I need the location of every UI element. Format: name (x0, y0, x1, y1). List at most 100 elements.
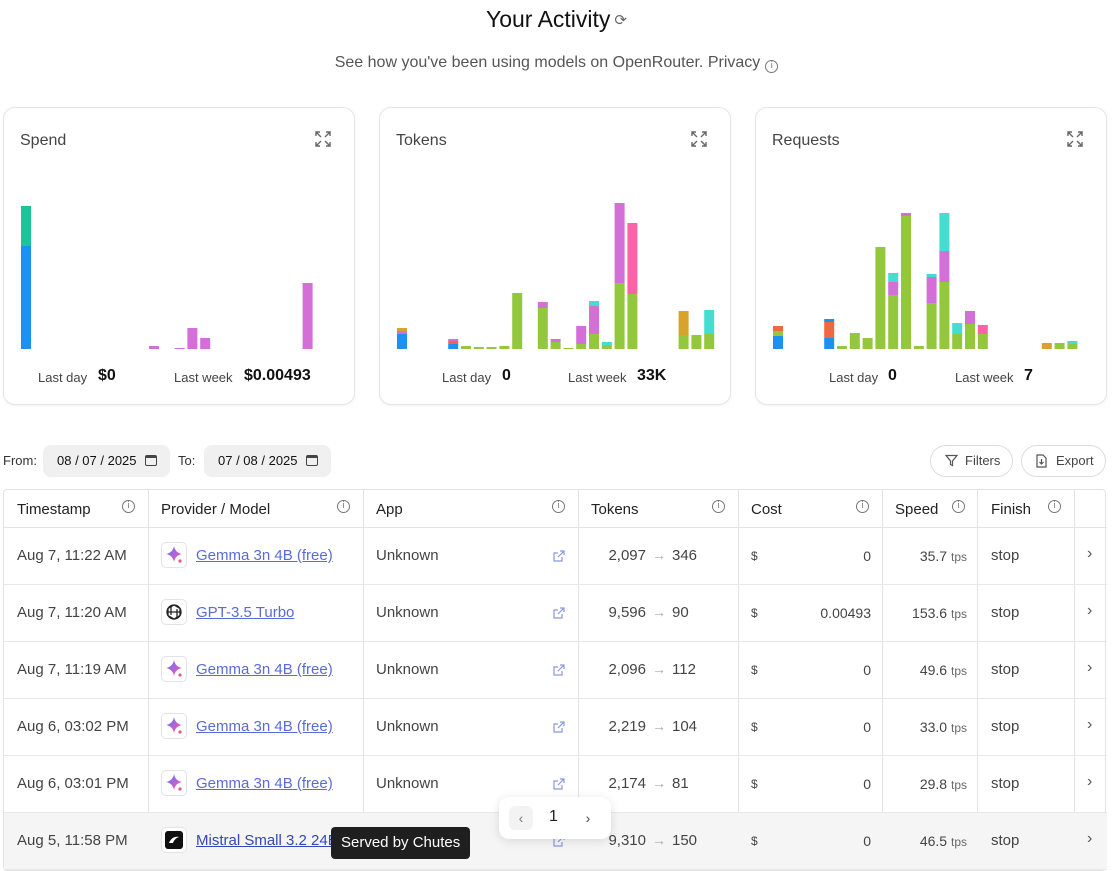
model-link[interactable]: Gemma 3n 4B (free) (196, 718, 333, 735)
prev-page-button[interactable]: ‹ (509, 806, 533, 830)
bar-segment (187, 328, 198, 349)
bar-segment (448, 341, 459, 344)
app-name: Unknown (376, 661, 439, 678)
last-week-value: $0.00493 (244, 367, 311, 384)
cost-currency: $ (751, 549, 758, 563)
expand-icon[interactable] (1066, 130, 1084, 148)
speed-value: 153.6 tps (912, 605, 967, 621)
bar-segment (149, 346, 159, 349)
from-date-input[interactable]: 08 / 07 / 2025 (43, 445, 170, 477)
table-row[interactable]: Aug 7, 11:20 AM GPT-3.5 Turbo Unknown 9,596… (4, 585, 1107, 642)
cost-currency: $ (751, 777, 758, 791)
chevron-right-icon[interactable]: › (1087, 716, 1093, 733)
next-page-button[interactable]: › (576, 806, 600, 830)
external-link-icon[interactable] (553, 663, 565, 676)
cost-value: 0 (863, 548, 871, 564)
bar-segment (926, 274, 937, 277)
tokens-in: 9,310 (608, 832, 646, 849)
calendar-icon[interactable] (306, 455, 318, 466)
to-date-input[interactable]: 07 / 08 / 2025 (204, 445, 331, 477)
export-button[interactable]: Export (1021, 445, 1106, 477)
bar-segment (913, 346, 924, 349)
last-day-value: $0 (98, 367, 116, 384)
info-icon[interactable]: i (765, 60, 779, 73)
header-app: App (376, 501, 403, 518)
model-link[interactable]: Mistral Small 3.2 24B (196, 832, 338, 849)
bar-segment (1067, 344, 1078, 349)
info-icon[interactable]: i (952, 500, 965, 513)
timestamp: Aug 7, 11:19 AM (17, 661, 127, 678)
chevron-right-icon[interactable]: › (1087, 830, 1093, 847)
bar-segment (678, 335, 689, 349)
export-icon (1036, 454, 1047, 468)
header-timestamp: Timestamp (17, 501, 91, 518)
bar-segment (601, 345, 612, 349)
info-icon[interactable]: i (856, 500, 869, 513)
external-link-icon[interactable] (553, 606, 565, 619)
app-name: Unknown (376, 604, 439, 621)
from-date-value: 08 / 07 / 2025 (57, 453, 137, 468)
bar-segment (614, 283, 625, 349)
requests-card: Requests Last day 0 Last week 7 (755, 107, 1107, 405)
table-row[interactable]: Aug 7, 11:19 AM Gemma 3n 4B (free) Unknown… (4, 642, 1107, 699)
bar-segment (875, 247, 886, 349)
external-link-icon[interactable] (553, 720, 565, 733)
bar-segment (397, 331, 407, 334)
bar-segment (550, 342, 561, 349)
external-link-icon[interactable] (553, 549, 565, 562)
model-link[interactable]: Gemma 3n 4B (free) (196, 661, 333, 678)
arrow-icon: → (652, 718, 666, 734)
model-link[interactable]: GPT-3.5 Turbo (196, 604, 295, 621)
timestamp: Aug 6, 03:01 PM (17, 775, 129, 792)
speed-unit: tps (950, 778, 967, 792)
finish-reason: stop (991, 661, 1020, 678)
bar-segment (678, 311, 689, 335)
table-row[interactable]: Aug 7, 11:22 AM Gemma 3n 4B (free) Unknown… (4, 528, 1107, 585)
info-icon[interactable]: i (337, 500, 350, 513)
info-icon[interactable]: i (712, 500, 725, 513)
timestamp: Aug 5, 11:58 PM (17, 832, 128, 849)
finish-reason: stop (991, 718, 1020, 735)
speed-unit: tps (950, 664, 967, 678)
chevron-right-icon[interactable]: › (1087, 659, 1093, 676)
tokens-out: 346 (672, 547, 698, 564)
arrow-icon: → (652, 832, 666, 848)
info-icon[interactable]: i (122, 500, 135, 513)
tokens-chart (397, 203, 715, 349)
chevron-right-icon[interactable]: › (1087, 773, 1093, 790)
model-link[interactable]: Gemma 3n 4B (free) (196, 547, 333, 564)
bar-segment (824, 338, 835, 349)
gemini-sparkle-icon (161, 656, 187, 682)
provider-tooltip: Served by Chutes (331, 827, 471, 859)
header-finish: Finish (991, 501, 1032, 518)
expand-icon[interactable] (690, 130, 708, 148)
bar-segment (473, 347, 484, 349)
info-icon[interactable]: i (1048, 500, 1061, 513)
col-divider (978, 490, 1075, 870)
expand-icon[interactable] (314, 130, 332, 148)
finish-reason: stop (991, 832, 1020, 849)
info-icon[interactable]: i (552, 500, 565, 513)
tokens-out: 112 (672, 661, 696, 678)
calendar-icon[interactable] (145, 455, 157, 466)
chevron-right-icon[interactable]: › (1087, 602, 1093, 619)
model-link[interactable]: Gemma 3n 4B (free) (196, 775, 333, 792)
external-link-icon[interactable] (553, 777, 565, 790)
refresh-icon[interactable]: ⟳ (614, 12, 627, 29)
chevron-right-icon[interactable]: › (1087, 545, 1093, 562)
timestamp: Aug 7, 11:20 AM (17, 604, 127, 621)
card-title: Tokens (396, 132, 447, 149)
gemini-sparkle-icon (161, 542, 187, 568)
page-number[interactable]: 1 (549, 808, 558, 825)
tokens-in: 2,097 (608, 547, 646, 564)
last-week-label: Last week (568, 370, 627, 385)
filters-button[interactable]: Filters (930, 445, 1013, 477)
speed-value: 49.6 tps (919, 662, 967, 678)
bar-segment (704, 310, 715, 334)
bar-segment (302, 283, 313, 349)
bar-segment (888, 273, 899, 282)
bar-segment (461, 346, 471, 349)
bar-segment (939, 251, 950, 282)
table-row[interactable]: Aug 6, 03:02 PM Gemma 3n 4B (free) Unknown… (4, 699, 1107, 756)
finish-reason: stop (991, 547, 1020, 564)
